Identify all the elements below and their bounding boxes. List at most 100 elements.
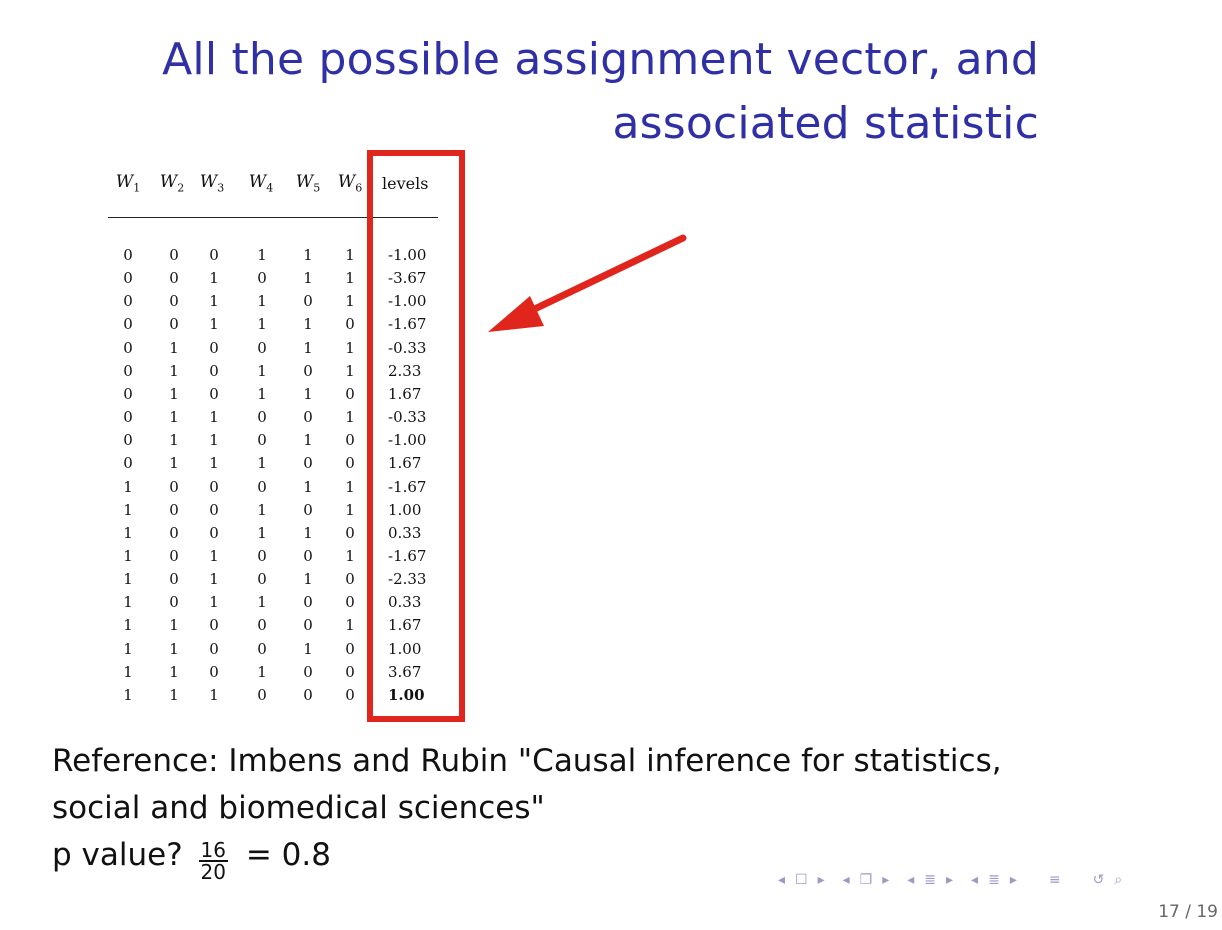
column-header-letter: W xyxy=(159,172,178,192)
table-cell-w2: 1 xyxy=(169,384,179,403)
nav-section-icon[interactable]: ❐ xyxy=(859,872,873,888)
header-rule xyxy=(108,217,438,218)
table-cell-w4: 1 xyxy=(257,315,267,334)
table-cell-w1: 0 xyxy=(123,315,133,334)
table-cell-w6: 0 xyxy=(345,662,355,681)
nav-next-section-icon[interactable]: ▸ xyxy=(882,872,890,888)
table-cell-w4: 1 xyxy=(257,454,267,473)
fraction-numerator: 16 xyxy=(198,838,228,862)
table-cell-w4: 1 xyxy=(257,593,267,612)
table-cell-level: -0.33 xyxy=(388,338,427,357)
table-cell-w5: 0 xyxy=(303,685,313,704)
nav-search-icon[interactable]: ⌕ xyxy=(1114,872,1123,888)
fraction-denominator: 20 xyxy=(200,860,226,884)
table-cell-w4: 0 xyxy=(257,338,267,357)
table-cell-w3: 1 xyxy=(209,315,219,334)
table-cell-w3: 0 xyxy=(209,361,219,380)
table-cell-w4: 1 xyxy=(257,523,267,542)
nav-undo-icon[interactable]: ↺ xyxy=(1092,872,1105,888)
nav-prev-subsection-icon[interactable]: ◂ xyxy=(907,872,915,888)
table-cell-w2: 1 xyxy=(169,685,179,704)
table-cell-w2: 0 xyxy=(169,500,179,519)
table-cell-level: -1.00 xyxy=(388,246,427,264)
table-cell-w5: 1 xyxy=(303,570,313,589)
column-header-subscript: 3 xyxy=(217,181,225,195)
table-cell-w3: 1 xyxy=(209,431,219,450)
table-cell-w1: 0 xyxy=(123,246,133,264)
table-cell-w1: 1 xyxy=(123,570,133,589)
table-cell-w3: 1 xyxy=(209,546,219,565)
table-cell-w4: 1 xyxy=(257,384,267,403)
table-cell-w1: 0 xyxy=(123,292,133,311)
table-cell-w6: 0 xyxy=(345,454,355,473)
page-number: 17 / 19 xyxy=(1158,902,1218,922)
levels-header: levels xyxy=(382,174,429,193)
table-cell-w5: 0 xyxy=(303,662,313,681)
table-cell-w3: 0 xyxy=(209,662,219,681)
table-cell-level: 1.67 xyxy=(388,384,422,403)
table-cell-level: -3.67 xyxy=(388,269,427,288)
table-cell-w1: 1 xyxy=(123,662,133,681)
table-cell-level: 1.67 xyxy=(388,616,422,635)
table-cell-w1: 0 xyxy=(123,408,133,427)
nav-next-frame-icon[interactable]: ▸ xyxy=(817,872,825,888)
table-cell-w6: 0 xyxy=(345,570,355,589)
table-cell-w2: 0 xyxy=(169,546,179,565)
table-cell-w2: 1 xyxy=(169,361,179,380)
table-cell-w2: 0 xyxy=(169,593,179,612)
table-cell-w1: 1 xyxy=(123,616,133,635)
column-header-w4: W4 xyxy=(241,172,281,194)
column-header-subscript: 1 xyxy=(133,181,141,195)
column-header-letter: W xyxy=(337,172,356,192)
table-cell-w5: 1 xyxy=(303,315,313,334)
table-cell-w5: 1 xyxy=(303,431,313,450)
table-cell-w6: 1 xyxy=(345,546,355,565)
table-cell-w5: 0 xyxy=(303,500,313,519)
table-cell-w3: 0 xyxy=(209,477,219,496)
table-cell-level: -0.33 xyxy=(388,408,427,427)
table-cell-w2: 0 xyxy=(169,292,179,311)
table-cell-w1: 0 xyxy=(123,384,133,403)
table-cell-w4: 0 xyxy=(257,546,267,565)
table-cell-w5: 1 xyxy=(303,639,313,658)
column-header-w1: W1 xyxy=(108,172,148,194)
column-header-subscript: 2 xyxy=(177,181,185,195)
table-cell-w5: 0 xyxy=(303,616,313,635)
nav-prev-section-icon[interactable]: ◂ xyxy=(842,872,850,888)
table-cell-w2: 1 xyxy=(169,662,179,681)
nav-frame-icon[interactable]: ☐ xyxy=(795,872,808,888)
column-header-w5: W5 xyxy=(288,172,328,194)
table-cell-w1: 0 xyxy=(123,338,133,357)
table-cell-w4: 0 xyxy=(257,431,267,450)
nav-next-subsection-icon[interactable]: ▸ xyxy=(946,872,954,888)
nav-subsection-icon[interactable]: ≣ xyxy=(924,872,937,888)
table-cell-w6: 1 xyxy=(345,408,355,427)
table-cell-w5: 1 xyxy=(303,384,313,403)
table-cell-w4: 0 xyxy=(257,570,267,589)
nav-prev-slide-icon[interactable]: ◂ xyxy=(971,872,979,888)
table-cell-w1: 1 xyxy=(123,685,133,704)
table-cell-w6: 1 xyxy=(345,292,355,311)
pvalue-fraction: 16 20 xyxy=(198,838,228,884)
nav-align-icon[interactable]: ≡ xyxy=(1048,872,1061,888)
table-cell-w4: 0 xyxy=(257,269,267,288)
table-cell-w4: 1 xyxy=(257,361,267,380)
table-cell-w3: 0 xyxy=(209,616,219,635)
table-cell-w4: 0 xyxy=(257,408,267,427)
table-cell-level: -1.67 xyxy=(388,315,427,334)
table-cell-level: 1.00 xyxy=(388,685,425,704)
table-cell-w3: 0 xyxy=(209,639,219,658)
table-cell-w6: 1 xyxy=(345,269,355,288)
table-cell-level: -2.33 xyxy=(388,570,427,589)
table-cell-w6: 0 xyxy=(345,685,355,704)
reference-line-1: Reference: Imbens and Rubin "Causal infe… xyxy=(52,743,1002,779)
table-cell-w3: 1 xyxy=(209,570,219,589)
table-cell-level: 0.33 xyxy=(388,593,422,612)
nav-prev-frame-icon[interactable]: ◂ xyxy=(778,872,786,888)
table-cell-w2: 1 xyxy=(169,639,179,658)
nav-slide-icon[interactable]: ≣ xyxy=(988,872,1000,888)
nav-next-slide-icon[interactable]: ▸ xyxy=(1009,872,1017,888)
table-cell-w6: 0 xyxy=(345,593,355,612)
levels-highlight-box xyxy=(367,150,465,722)
table-cell-w2: 0 xyxy=(169,523,179,542)
